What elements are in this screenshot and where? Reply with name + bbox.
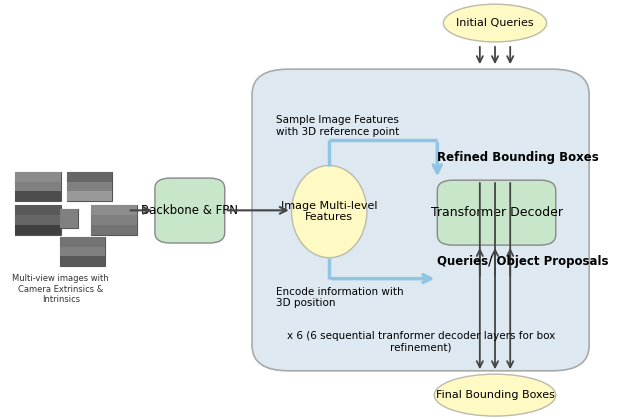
- FancyBboxPatch shape: [60, 210, 77, 228]
- FancyBboxPatch shape: [67, 181, 113, 191]
- Text: x 6 (6 sequential tranformer decoder layers for box
refinement): x 6 (6 sequential tranformer decoder lay…: [287, 331, 555, 352]
- FancyBboxPatch shape: [91, 225, 137, 235]
- FancyBboxPatch shape: [91, 215, 137, 225]
- Text: Sample Image Features
with 3D reference point: Sample Image Features with 3D reference …: [276, 115, 399, 137]
- FancyBboxPatch shape: [60, 256, 105, 266]
- FancyBboxPatch shape: [60, 210, 77, 228]
- FancyBboxPatch shape: [15, 172, 61, 181]
- Ellipse shape: [435, 374, 556, 416]
- Ellipse shape: [444, 4, 547, 42]
- FancyBboxPatch shape: [15, 215, 61, 225]
- Text: Multi-view images with
Camera Extrinsics &
Intrinsics: Multi-view images with Camera Extrinsics…: [12, 274, 109, 304]
- FancyBboxPatch shape: [15, 172, 61, 201]
- FancyBboxPatch shape: [155, 178, 225, 243]
- Ellipse shape: [292, 166, 367, 258]
- FancyBboxPatch shape: [252, 69, 589, 371]
- FancyBboxPatch shape: [15, 191, 61, 201]
- FancyBboxPatch shape: [60, 246, 105, 256]
- Text: Initial Queries: Initial Queries: [456, 18, 534, 28]
- FancyBboxPatch shape: [437, 180, 556, 245]
- Text: Backbone & FPN: Backbone & FPN: [141, 204, 238, 217]
- Text: Encode information with
3D position: Encode information with 3D position: [276, 287, 404, 308]
- FancyBboxPatch shape: [15, 205, 61, 215]
- FancyBboxPatch shape: [60, 237, 105, 266]
- Text: Image Multi-level
Features: Image Multi-level Features: [281, 201, 378, 222]
- Text: Final Bounding Boxes: Final Bounding Boxes: [436, 390, 554, 400]
- FancyBboxPatch shape: [91, 205, 137, 215]
- FancyBboxPatch shape: [15, 225, 61, 235]
- FancyBboxPatch shape: [60, 237, 105, 246]
- FancyBboxPatch shape: [67, 172, 113, 181]
- FancyBboxPatch shape: [91, 205, 137, 235]
- FancyBboxPatch shape: [67, 191, 113, 201]
- FancyBboxPatch shape: [67, 172, 113, 201]
- Text: Transformer Decoder: Transformer Decoder: [431, 206, 563, 219]
- Text: Refined Bounding Boxes: Refined Bounding Boxes: [437, 150, 599, 164]
- FancyBboxPatch shape: [15, 205, 61, 235]
- Text: Queries/ Object Proposals: Queries/ Object Proposals: [437, 255, 609, 269]
- FancyBboxPatch shape: [15, 181, 61, 191]
